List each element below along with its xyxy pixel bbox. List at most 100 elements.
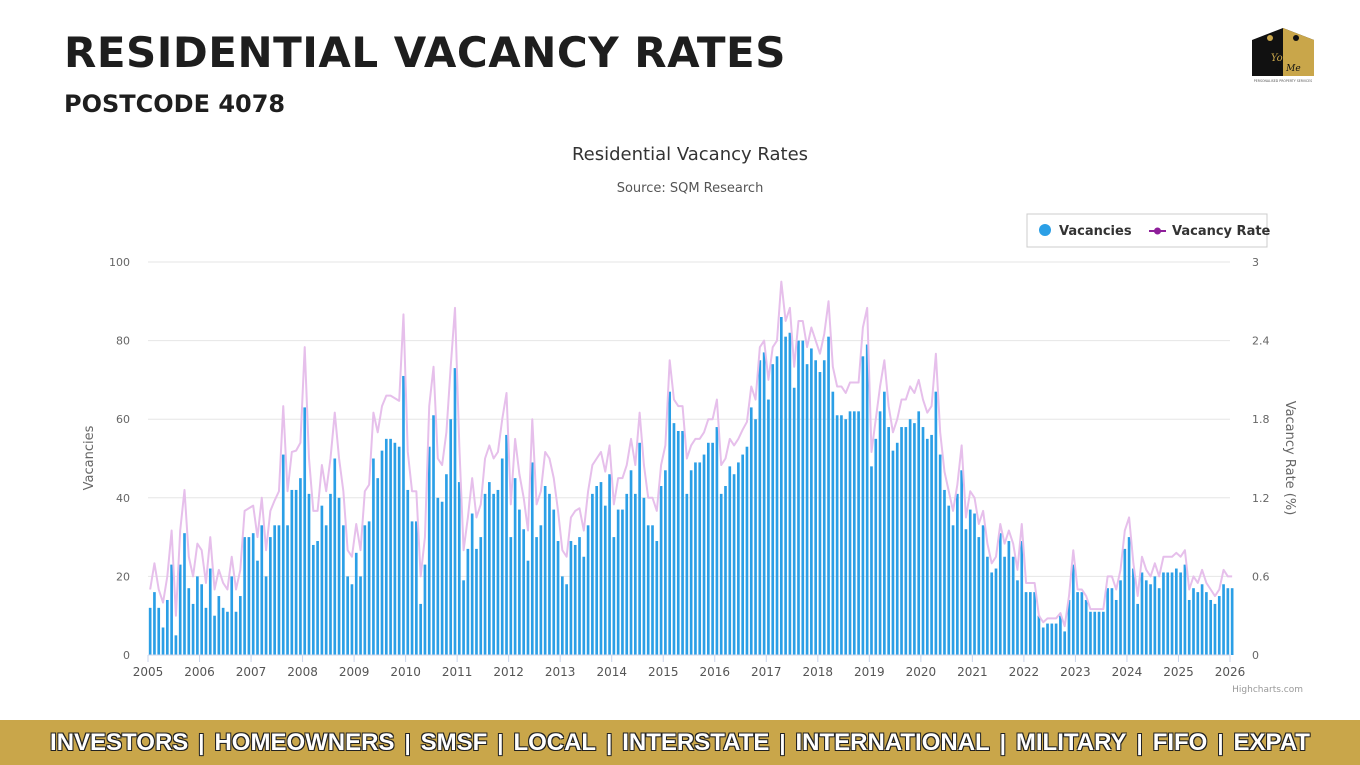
vacancies-bar	[943, 489, 946, 655]
vacancies-bar	[719, 493, 723, 655]
vacancies-bar	[191, 603, 195, 655]
vacancies-bar	[865, 344, 869, 655]
vacancies-bar	[432, 415, 435, 655]
footer-item-military: MILITARY	[1015, 728, 1127, 756]
vacancies-bar	[1140, 572, 1144, 655]
vacancies-bar	[372, 458, 375, 655]
vacancies-bar	[844, 419, 848, 655]
footer-separator: |	[1136, 729, 1143, 755]
vacancies-bar	[724, 486, 727, 655]
svg-text:& Me: & Me	[1275, 64, 1300, 74]
legend-rate-symbol	[1154, 227, 1161, 235]
vacancies-bar	[213, 615, 216, 655]
vacancies-bar	[196, 576, 199, 655]
vacancies-bar	[994, 568, 998, 655]
vacancy-rate-line	[149, 280, 1233, 628]
vacancies-bar	[737, 462, 740, 655]
vacancies-bar	[1102, 611, 1105, 655]
vacancies-bar	[183, 533, 186, 655]
vacancies-bar	[900, 427, 903, 655]
chart-subtitle: Source: SQM Research	[617, 181, 764, 196]
x-tick-label: 2018	[803, 665, 834, 679]
vacancies-bar	[668, 391, 672, 655]
vacancies-bar	[217, 596, 221, 655]
vacancies-bar	[1183, 564, 1187, 655]
footer-item-expat: EXPAT	[1233, 728, 1310, 756]
legend-rate-label[interactable]: Vacancy Rate	[1172, 224, 1271, 239]
vacancies-bar	[264, 576, 268, 655]
vacancies-bar	[436, 497, 440, 655]
vacancies-bar	[1114, 599, 1118, 655]
vacancies-bar	[397, 446, 401, 655]
vacancies-bar	[445, 474, 448, 655]
footer-separator: |	[779, 729, 786, 755]
x-tick-label: 2021	[957, 665, 988, 679]
vacancies-bar	[556, 541, 560, 655]
vacancies-bar	[1007, 541, 1011, 655]
x-tick-label: 2022	[1009, 665, 1040, 679]
footer-item-interstate: INTERSTATE	[622, 728, 770, 756]
x-tick-label: 2006	[184, 665, 215, 679]
vacancies-bar	[1024, 592, 1028, 655]
x-tick-label: 2024	[1112, 665, 1143, 679]
footer-separator: |	[1217, 729, 1224, 755]
vacancies-bar	[749, 407, 753, 655]
y2-tick-label: 2.4	[1252, 335, 1270, 348]
vacancies-bar	[1174, 568, 1178, 655]
vacancies-bar	[251, 533, 255, 655]
vacancies-bar	[329, 493, 332, 655]
vacancies-bar	[165, 599, 169, 655]
vacancies-bar	[204, 607, 208, 655]
vacancies-bar	[299, 478, 302, 655]
vacancies-bar	[754, 419, 757, 655]
vacancies-bar	[324, 525, 328, 655]
vacancies-bar	[462, 580, 465, 655]
x-tick-label: 2008	[287, 665, 318, 679]
vacancies-bar	[1127, 537, 1131, 655]
vacancies-bar	[921, 427, 925, 655]
vacancies-bar	[1179, 572, 1182, 655]
vacancies-bar	[908, 419, 912, 655]
vacancies-bar	[1067, 599, 1071, 655]
vacancies-bar	[711, 442, 714, 655]
footer-separator: |	[999, 729, 1006, 755]
vacancies-bar	[1084, 599, 1088, 655]
y-tick-label: 60	[116, 413, 130, 426]
vacancies-bar	[891, 450, 895, 655]
vacancies-bar	[1063, 631, 1067, 655]
vacancies-bar	[595, 486, 599, 655]
vacancies-bar	[475, 548, 478, 655]
vacancies-bar	[990, 572, 994, 655]
vacancies-bar	[1119, 580, 1122, 655]
vacancies-bar	[1157, 588, 1161, 655]
legend-vacancies-label[interactable]: Vacancies	[1059, 224, 1132, 239]
y-tick-label: 40	[116, 492, 130, 505]
vacancies-bar	[290, 489, 294, 655]
chart-legend[interactable]: Vacancies Vacancy Rate	[1026, 213, 1271, 248]
x-axis-ticks: 2005 2006 2007 2008 2009 2010 2011 2012 2013 2014…	[133, 655, 1245, 679]
vacancies-bar	[148, 607, 152, 655]
footer-separator: |	[198, 729, 205, 755]
vacancies-bar	[1097, 611, 1101, 655]
vacancies-bar	[273, 525, 276, 655]
vacancies-bar	[1196, 592, 1200, 655]
footer-item-local: LOCAL	[513, 728, 597, 756]
vacancies-bar	[1080, 592, 1084, 655]
x-tick-label: 2013	[545, 665, 576, 679]
vacancies-bar	[917, 411, 921, 655]
vacancies-bar	[311, 544, 315, 655]
vacancies-bar	[1213, 603, 1217, 655]
vacancies-bar	[779, 317, 783, 655]
chart-credit[interactable]: Highcharts.com	[1232, 685, 1303, 695]
x-tick-label: 2010	[390, 665, 421, 679]
page-subtitle: POSTCODE 4078	[64, 90, 286, 118]
vacancies-bar	[359, 576, 362, 655]
vacancies-bar	[625, 493, 629, 655]
vacancies-bar	[659, 486, 663, 655]
vacancies-bar	[629, 470, 633, 655]
vacancies-bar	[586, 525, 590, 655]
vacancies-bar	[852, 411, 856, 655]
vacancies-bar	[788, 332, 792, 655]
vacancies-bar	[913, 423, 916, 655]
vacancies-bar	[887, 427, 890, 655]
